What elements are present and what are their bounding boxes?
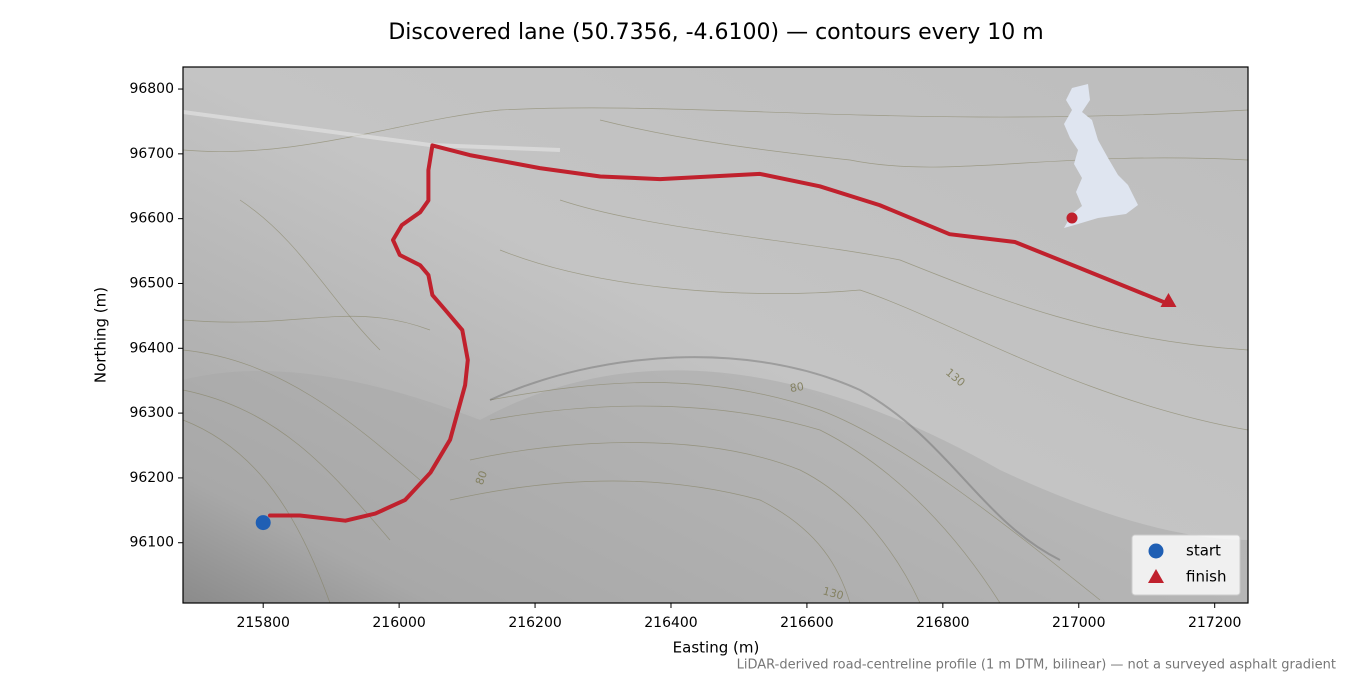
marker-circle [1148, 543, 1164, 559]
plot-frame [182, 66, 1249, 604]
marker-circle [255, 515, 271, 531]
marker-triangle [1148, 569, 1164, 583]
x-tick-label: 217200 [1188, 615, 1241, 631]
y-tick-label: 96200 [129, 470, 174, 486]
x-tick-label: 217000 [1052, 615, 1105, 631]
contour-label: 80 [473, 469, 490, 487]
locator-inset [1064, 84, 1138, 228]
x-tick-label: 215800 [236, 615, 289, 631]
x-tick-label: 216000 [372, 615, 425, 631]
legend-label: finish [1186, 568, 1226, 586]
map-background [183, 67, 1248, 603]
contour-label: 80 [789, 380, 805, 395]
x-tick-label: 216400 [644, 615, 697, 631]
chart-title: Discovered lane (50.7356, -4.6100) — con… [388, 20, 1043, 45]
y-tick-label: 96800 [129, 81, 174, 97]
y-tick-label: 96100 [129, 535, 174, 551]
y-tick-label: 96400 [129, 340, 174, 356]
footnote: LiDAR-derived road-centreline profile (1… [737, 658, 1336, 673]
x-tick-label: 216200 [508, 615, 561, 631]
x-axis-label: Easting (m) [673, 639, 760, 657]
route-line [268, 143, 1167, 523]
contour-label: 130 [821, 585, 845, 603]
y-tick-label: 96500 [129, 275, 174, 291]
y-tick-label: 96600 [129, 211, 174, 227]
y-tick-label: 96300 [129, 405, 174, 421]
marker-triangle [1160, 292, 1177, 307]
x-tick-label: 216800 [916, 615, 969, 631]
x-tick-label: 216600 [780, 615, 833, 631]
y-tick-label: 96700 [129, 146, 174, 162]
y-axis-label: Northing (m) [92, 287, 110, 383]
legend-label: start [1186, 542, 1221, 560]
